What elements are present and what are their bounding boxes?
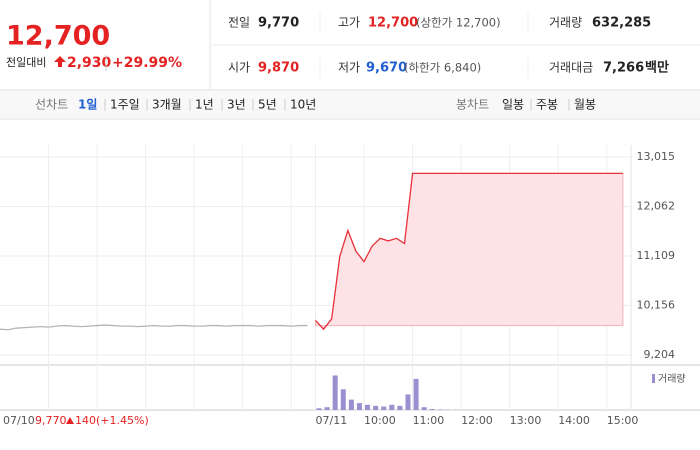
tab[interactable]: 3개월 bbox=[152, 98, 182, 112]
volume-bar bbox=[405, 394, 411, 410]
prev-rate: (+1.45%) bbox=[96, 414, 149, 427]
change: 2,930 bbox=[67, 55, 112, 71]
x-tick-label: 12:00 bbox=[461, 414, 493, 427]
tab[interactable]: 주봉 bbox=[536, 98, 558, 112]
price-line bbox=[0, 324, 308, 331]
tab[interactable]: 1주일 bbox=[110, 98, 140, 112]
volume-bar bbox=[348, 399, 354, 410]
chart: 07/10 07/11 10:00 11:00 12:00 13:00 14:00 15:00… bbox=[0, 145, 700, 427]
stat-label: 거래량 bbox=[549, 16, 582, 30]
volume-bar bbox=[389, 404, 395, 410]
volume-bar bbox=[356, 403, 362, 410]
stat-value: 9,770 bbox=[258, 16, 299, 31]
tab[interactable]: 5년 bbox=[258, 98, 277, 112]
volume-bar bbox=[324, 407, 330, 410]
y-tick-label: 13,015 bbox=[637, 150, 676, 163]
stat-value: 7,266 bbox=[603, 61, 644, 76]
prev-price: 9,770 bbox=[35, 414, 67, 427]
stat-note: (상한가 12,700) bbox=[416, 16, 501, 30]
y-tick-label: 12,062 bbox=[637, 200, 676, 213]
tab[interactable]: 일봉 bbox=[502, 98, 524, 112]
x-tick-label: 15:00 bbox=[607, 414, 639, 427]
y-tick-label: 11,109 bbox=[637, 249, 676, 262]
rate: +29.99% bbox=[112, 55, 182, 71]
stat-unit: 백만 bbox=[645, 60, 669, 76]
volume-bar bbox=[373, 405, 379, 410]
stat-value: 632,285 bbox=[592, 16, 651, 31]
x-tick-label: 13:00 bbox=[510, 414, 542, 427]
change-label: 전일대비 bbox=[6, 55, 46, 69]
tab-heading: 선차트 bbox=[35, 98, 68, 112]
tab[interactable]: 3년 bbox=[227, 98, 246, 112]
tab-bar bbox=[0, 91, 700, 119]
x-tick-label: 14:00 bbox=[558, 414, 590, 427]
volume-bar bbox=[429, 408, 435, 410]
price-line bbox=[315, 172, 623, 331]
stat-note: (하한가 6,840) bbox=[404, 61, 481, 75]
volume-bar bbox=[340, 389, 346, 410]
stat-label: 전일 bbox=[228, 16, 250, 30]
volume-bar bbox=[437, 409, 443, 410]
volume-bar bbox=[316, 408, 322, 410]
y-tick-label: 10,156 bbox=[637, 299, 676, 312]
area bbox=[315, 172, 624, 330]
price: 12,700 bbox=[6, 21, 110, 52]
volume-bar bbox=[365, 404, 371, 410]
prev-change: 140 bbox=[75, 414, 96, 427]
tab[interactable]: 1일 bbox=[78, 98, 97, 112]
legend-label: 거래량 bbox=[658, 373, 686, 385]
volume-bar bbox=[413, 378, 419, 410]
tab-heading: 봉차트 bbox=[456, 98, 489, 112]
stat-label: 저가 bbox=[338, 61, 360, 75]
stat-value: 9,670 bbox=[366, 61, 407, 76]
x-tick-label: 07/11 bbox=[316, 414, 348, 427]
volume-bar bbox=[421, 407, 427, 410]
stat-label: 고가 bbox=[338, 16, 360, 30]
up-arrow bbox=[54, 56, 66, 67]
x-tick-label: 11:00 bbox=[413, 414, 445, 427]
volume-bar bbox=[381, 406, 387, 410]
tabs: 선차트 1일 1주일 3개월 1년 3년 5년 10년 봉차트 일봉 주봉 월봉 bbox=[35, 98, 596, 112]
x-tick-label: 10:00 bbox=[364, 414, 396, 427]
tab[interactable]: 월봉 bbox=[574, 98, 596, 112]
stat-label: 거래대금 bbox=[549, 61, 593, 75]
volume-bar bbox=[332, 375, 338, 410]
legend-swatch bbox=[652, 374, 655, 383]
stat-label: 시가 bbox=[228, 61, 250, 75]
volume-bar bbox=[397, 405, 403, 410]
stat-value: 12,700 bbox=[368, 16, 418, 31]
stat-value: 9,870 bbox=[258, 61, 299, 76]
up-arrow bbox=[66, 417, 74, 424]
x-tick-label: 07/10 bbox=[3, 414, 35, 427]
tab[interactable]: 1년 bbox=[195, 98, 214, 112]
tab[interactable]: 10년 bbox=[290, 98, 316, 112]
y-tick-label: 9,204 bbox=[644, 348, 676, 361]
